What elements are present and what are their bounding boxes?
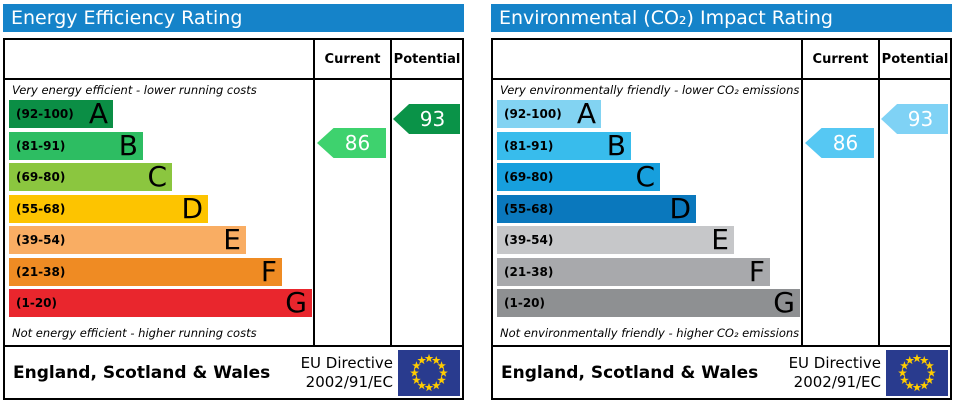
eu-directive-line2: 2002/91/EC [305,372,393,391]
current-column-header: Current [812,51,869,67]
current-rating-arrow: 86 [805,128,874,158]
band-range-label: (1-20) [504,296,545,310]
region-label: England, Scotland & Wales [13,362,271,383]
band-range-label: (81-91) [16,139,66,153]
column-divider [390,40,392,345]
band-f: (21-38) F [497,258,770,286]
rating-table: Current Potential Very environmentally f… [491,38,952,400]
header-divider [493,78,950,80]
eu-flag-icon [886,349,948,396]
header-divider [5,78,462,80]
band-range-label: (21-38) [504,265,554,279]
eu-directive-line1: EU Directive [788,353,881,372]
column-divider [313,40,315,345]
band-range-label: (1-20) [16,296,57,310]
energy-efficiency-rating-panel: Energy Efficiency Rating Current Potenti… [3,4,464,400]
band-letter: F [260,255,277,288]
band-c: (69-80) C [497,163,660,191]
rating-table: Current Potential Very energy efficient … [3,38,464,400]
band-a: (92-100) A [497,100,601,128]
current-rating-arrow: 86 [317,128,386,158]
band-range-label: (39-54) [504,233,554,247]
band-letter: G [773,286,795,319]
band-range-label: (55-68) [16,202,66,216]
band-letter: D [181,192,203,225]
eu-directive-label: EU Directive 2002/91/EC [301,354,393,392]
potential-rating-arrow: 93 [881,104,948,134]
panel-title: Environmental (CO₂) Impact Rating [491,4,952,32]
band-letter: B [118,129,138,162]
band-range-label: (69-80) [504,170,554,184]
column-divider [801,40,803,345]
bottom-caption: Not energy efficient - higher running co… [12,326,257,340]
band-range-label: (92-100) [504,107,562,121]
eu-directive-label: EU Directive 2002/91/EC [789,354,881,392]
band-letter: B [606,129,626,162]
band-c: (69-80) C [9,163,172,191]
bottom-caption: Not environmentally friendly - higher CO… [500,326,800,340]
top-caption: Very energy efficient - lower running co… [12,83,257,97]
band-d: (55-68) D [9,195,208,223]
band-a: (92-100) A [9,100,113,128]
eu-flag-icon [398,349,460,396]
environmental-co2-impact-rating-panel: Environmental (CO₂) Impact Rating Curren… [491,4,952,400]
current-rating-value: 86 [832,131,859,155]
eu-directive-line1: EU Directive [300,353,393,372]
potential-rating-arrow: 93 [393,104,460,134]
band-range-label: (81-91) [504,139,554,153]
band-letter: D [669,192,691,225]
region-label: England, Scotland & Wales [501,362,759,383]
footer: England, Scotland & Wales EU Directive 2… [5,347,462,398]
band-b: (81-91) B [9,132,143,160]
band-f: (21-38) F [9,258,282,286]
band-range-label: (69-80) [16,170,66,184]
band-letter: G [285,286,307,319]
band-letter: A [576,97,596,130]
footer-divider [5,345,462,347]
band-letter: E [711,223,729,256]
panel-title: Energy Efficiency Rating [3,4,464,32]
top-caption: Very environmentally friendly - lower CO… [500,83,800,97]
band-range-label: (21-38) [16,265,66,279]
band-letter: C [635,160,655,193]
current-rating-value: 86 [344,131,371,155]
band-d: (55-68) D [497,195,696,223]
band-b: (81-91) B [497,132,631,160]
band-e: (39-54) E [9,226,246,254]
band-letter: F [748,255,765,288]
band-letter: A [88,97,108,130]
potential-rating-value: 93 [907,107,934,131]
band-range-label: (55-68) [504,202,554,216]
band-letter: C [147,160,167,193]
potential-rating-value: 93 [419,107,446,131]
column-divider [878,40,880,345]
band-letter: E [223,223,241,256]
band-e: (39-54) E [497,226,734,254]
band-range-label: (39-54) [16,233,66,247]
potential-column-header: Potential [393,51,461,67]
band-range-label: (92-100) [16,107,74,121]
footer: England, Scotland & Wales EU Directive 2… [493,347,950,398]
band-g: (1-20) G [9,289,312,317]
potential-column-header: Potential [881,51,949,67]
band-g: (1-20) G [497,289,800,317]
current-column-header: Current [324,51,381,67]
footer-divider [493,345,950,347]
eu-directive-line2: 2002/91/EC [793,372,881,391]
